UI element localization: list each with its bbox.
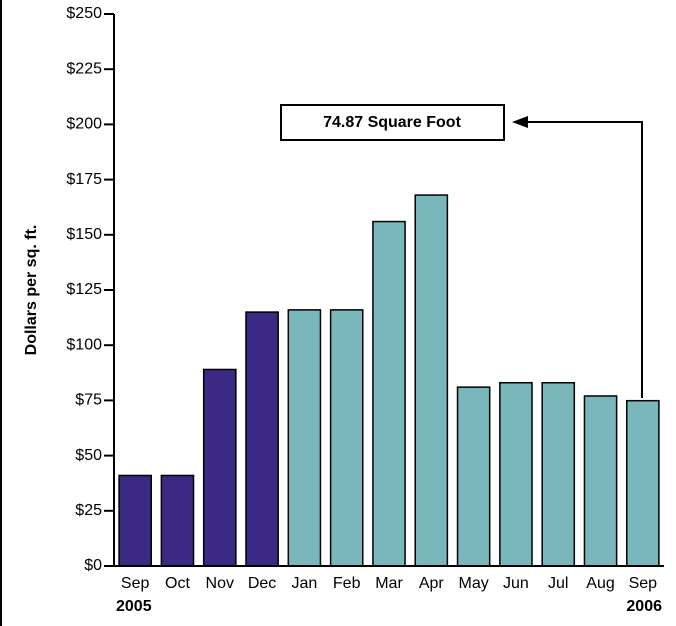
year-label: 2006: [626, 598, 662, 615]
bar: [202, 368, 237, 567]
bar: [287, 309, 322, 567]
x-tick-label: Oct: [165, 575, 190, 592]
y-tick-label: $0: [84, 557, 102, 574]
y-tick-label: $25: [75, 502, 102, 519]
y-tick-label: $250: [66, 5, 102, 22]
bar: [118, 474, 152, 567]
bar: [160, 474, 195, 567]
y-tick-label: $175: [66, 171, 102, 188]
bar: [414, 194, 449, 567]
year-label: 2005: [116, 598, 152, 615]
x-tick-label: Jun: [503, 575, 529, 592]
x-tick-label: Dec: [248, 575, 276, 592]
bar: [372, 220, 406, 567]
x-tick-label: Aug: [586, 575, 614, 592]
y-tick-label: $50: [75, 447, 102, 464]
bar: [583, 395, 618, 567]
bar: [329, 309, 364, 567]
x-tick-label: Sep: [629, 575, 658, 592]
y-tick-label: $100: [66, 336, 102, 353]
bar: [245, 311, 279, 567]
x-tick-label: Apr: [419, 575, 445, 592]
bar: [499, 381, 533, 567]
y-tick-label: $200: [66, 116, 102, 133]
x-tick-label: Sep: [121, 575, 150, 592]
annotation: 74.87 Square Foot: [323, 114, 461, 131]
bar: [541, 381, 576, 567]
bar: [456, 386, 491, 567]
x-tick-label: May: [458, 575, 488, 592]
arrow-head: [512, 116, 528, 128]
annotation-box: [280, 104, 505, 141]
x-tick-label: Nov: [206, 575, 234, 592]
y-tick-label: $125: [66, 281, 102, 298]
bar: [626, 399, 660, 567]
y-axis-label: Dollars per sq. ft.: [23, 225, 40, 356]
y-tick-label: $150: [66, 226, 102, 243]
x-tick-label: Jan: [291, 575, 317, 592]
annotation-arrow: [524, 121, 643, 398]
x-tick-label: Jul: [548, 575, 568, 592]
x-tick-label: Feb: [333, 575, 361, 592]
y-tick-label: $75: [75, 392, 102, 409]
x-tick-label: Mar: [375, 575, 403, 592]
y-tick-label: $225: [66, 60, 102, 77]
